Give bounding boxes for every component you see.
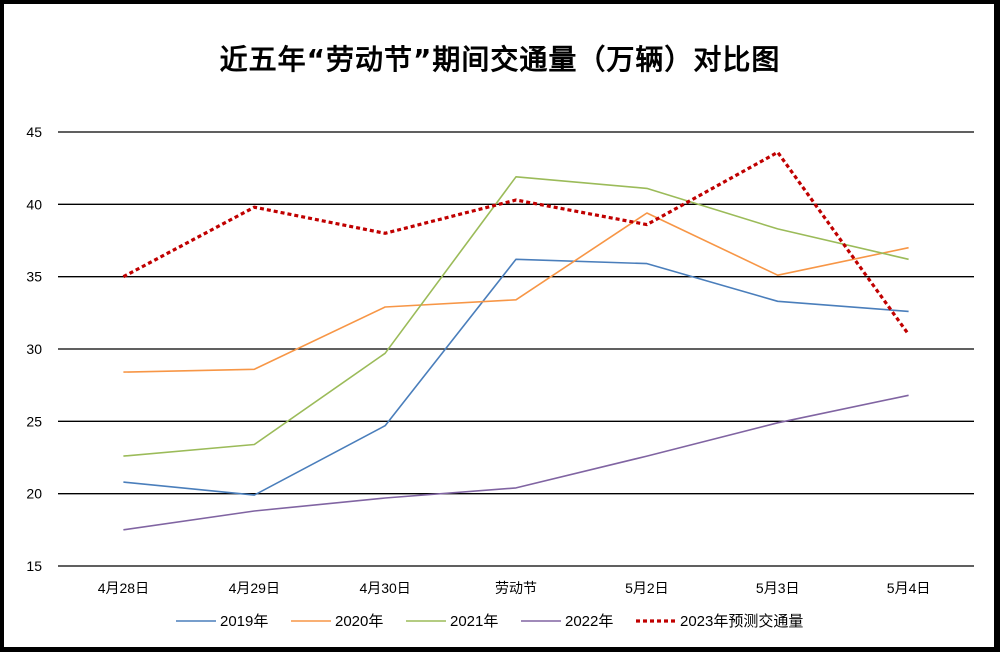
y-tick-label: 30 bbox=[26, 341, 42, 357]
x-tick-label: 4月30日 bbox=[359, 580, 410, 596]
series-line bbox=[123, 258, 909, 496]
legend-label: 2020年 bbox=[335, 613, 383, 630]
y-tick-label: 20 bbox=[26, 486, 42, 502]
legend-label: 2023年预测交通量 bbox=[680, 612, 803, 630]
y-tick-label: 15 bbox=[26, 558, 42, 574]
series-line bbox=[122, 150, 910, 336]
y-tick-label: 35 bbox=[26, 269, 42, 285]
series-line bbox=[123, 394, 909, 531]
x-tick-label: 4月28日 bbox=[98, 580, 149, 596]
series-line bbox=[123, 212, 909, 373]
x-tick-label: 5月3日 bbox=[756, 580, 800, 596]
y-tick-label: 40 bbox=[26, 196, 42, 212]
x-tick-label: 4月29日 bbox=[229, 580, 280, 596]
legend-label: 2019年 bbox=[220, 613, 268, 630]
legend-label: 2022年 bbox=[565, 613, 613, 630]
y-tick-label: 25 bbox=[26, 413, 42, 429]
x-tick-label: 劳动节 bbox=[495, 580, 537, 596]
chart-canvas bbox=[4, 4, 994, 647]
x-tick-label: 5月4日 bbox=[887, 580, 931, 596]
series-line bbox=[123, 176, 909, 457]
chart-title: 近五年“劳动节”期间交通量（万辆）对比图 bbox=[219, 43, 781, 76]
y-tick-label: 45 bbox=[26, 124, 42, 140]
x-tick-label: 5月2日 bbox=[625, 580, 669, 596]
legend-label: 2021年 bbox=[450, 613, 498, 630]
